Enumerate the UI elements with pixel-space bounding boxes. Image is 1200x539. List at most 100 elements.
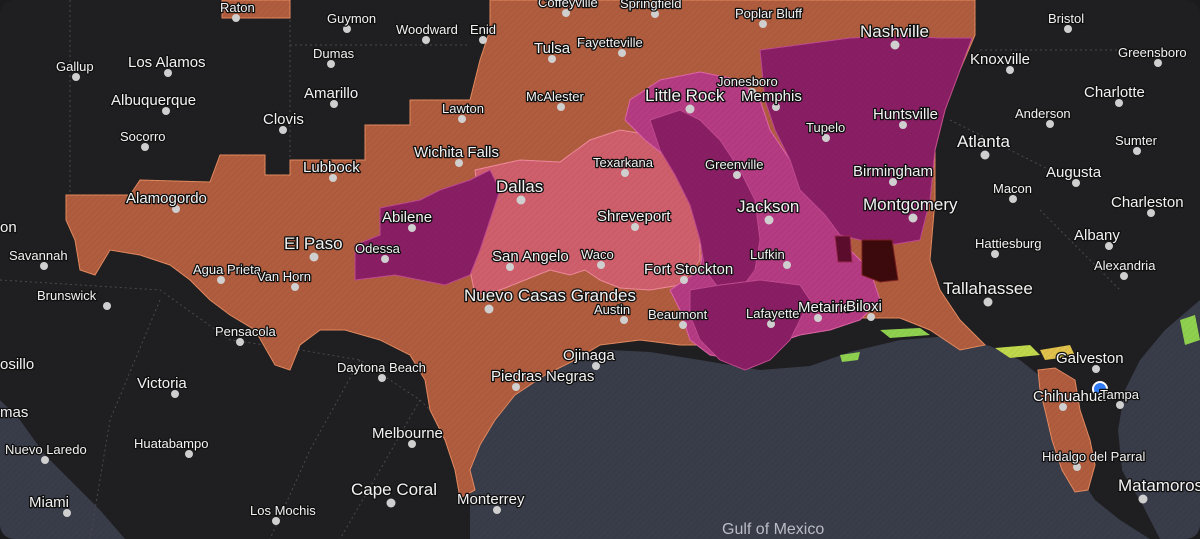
city-label: Fort Stockton xyxy=(644,261,733,278)
city-dot xyxy=(592,362,600,370)
city-labels: Raton Guymon Woodward Enid Coffeyville Spring… xyxy=(0,0,1200,525)
city-dot xyxy=(620,316,628,324)
city-dot xyxy=(1059,403,1067,411)
city-label: Amarillo xyxy=(304,85,358,102)
city-label: Miami xyxy=(29,494,69,511)
city-dot xyxy=(1120,272,1128,280)
city-dot xyxy=(309,252,319,262)
city-dot xyxy=(1006,66,1014,74)
city-label: Alamogordo xyxy=(126,190,207,207)
city-label: Huatabampo xyxy=(134,436,208,451)
city-dot xyxy=(983,297,993,307)
city-dot xyxy=(618,49,626,57)
city-label: Augusta xyxy=(1046,164,1102,181)
city-label: Texarkana xyxy=(593,155,654,170)
city-label: Monterrey xyxy=(457,491,525,508)
city-label: Bristol xyxy=(1048,11,1084,26)
city-label: Atlanta xyxy=(957,132,1010,151)
city-label: Gallup xyxy=(56,59,94,74)
city-dot xyxy=(621,169,629,177)
city-dot xyxy=(41,456,49,464)
city-label: Enid xyxy=(470,22,496,37)
city-label: Charlotte xyxy=(1084,84,1145,101)
city-dot xyxy=(512,383,520,391)
city-dot xyxy=(1116,401,1124,409)
city-label: Hattiesburg xyxy=(975,236,1041,251)
city-dot xyxy=(889,178,897,186)
city-label: Poplar Bluff xyxy=(735,6,802,21)
city-label: Beaumont xyxy=(648,307,708,322)
city-dot xyxy=(493,506,501,514)
city-label: Hidalgo del Parral xyxy=(1042,449,1145,464)
city-dot xyxy=(103,302,111,310)
city-dot xyxy=(40,262,48,270)
city-label: Agua Prieta xyxy=(193,262,262,277)
city-dot xyxy=(408,224,416,232)
city-dot xyxy=(1138,494,1148,504)
city-label: Piedras Negras xyxy=(491,368,594,385)
city-dot xyxy=(1092,365,1100,373)
city-label: San Angelo xyxy=(492,248,569,265)
city-dot xyxy=(772,103,780,111)
current-location-icon[interactable] xyxy=(1094,383,1106,395)
city-dot xyxy=(272,517,280,525)
city-dot xyxy=(171,390,179,398)
city-label: Montgomery xyxy=(863,195,958,214)
city-label: Albany xyxy=(1074,227,1120,244)
city-dot xyxy=(236,338,244,346)
city-label: Lufkin xyxy=(750,247,785,262)
city-dot xyxy=(908,213,918,223)
city-label: Knoxville xyxy=(970,51,1030,68)
city-label: Galveston xyxy=(1056,350,1124,367)
city-dot xyxy=(479,36,487,44)
city-label: Greenville xyxy=(705,157,764,172)
city-dot xyxy=(506,263,514,271)
city-label: Raton xyxy=(220,0,255,15)
city-dot xyxy=(1072,179,1080,187)
city-label: Dallas xyxy=(496,177,543,196)
city-dot xyxy=(327,60,335,68)
city-dot xyxy=(378,374,386,382)
city-label: Lubbock xyxy=(303,159,360,176)
city-dot xyxy=(651,10,659,18)
city-dot xyxy=(455,159,463,167)
city-label: Daytona Beach xyxy=(337,360,426,375)
city-dot xyxy=(164,69,172,77)
city-label: Matamoros xyxy=(1118,476,1200,495)
city-label: Coffeyville xyxy=(538,0,598,10)
city-label: El Paso xyxy=(284,234,343,253)
city-label: Tallahassee xyxy=(943,279,1033,298)
city-label: Cape Coral xyxy=(351,480,437,499)
city-dot xyxy=(814,314,822,322)
partial-city-label: osillo xyxy=(0,356,34,373)
city-label: Guymon xyxy=(327,11,376,26)
city-label: Birmingham xyxy=(853,163,933,180)
city-label: Savannah xyxy=(9,248,68,263)
city-dot xyxy=(685,104,695,114)
city-label: Odessa xyxy=(355,241,401,256)
city-label: Memphis xyxy=(741,88,802,105)
city-dot xyxy=(72,73,80,81)
city-label: Tupelo xyxy=(806,120,845,135)
city-dot xyxy=(783,261,791,269)
partial-city-label: on xyxy=(0,219,17,236)
city-dot xyxy=(291,283,299,291)
city-dot xyxy=(548,55,556,63)
partial-city-label: mas xyxy=(0,404,28,421)
city-label: Anderson xyxy=(1015,106,1071,121)
city-dot xyxy=(680,276,688,284)
city-label: Lafayette xyxy=(746,306,800,321)
city-label: Victoria xyxy=(137,375,187,392)
city-label: Biloxi xyxy=(846,298,882,315)
city-dot xyxy=(63,509,71,517)
city-label: Huntsville xyxy=(873,106,938,123)
city-label: Nuevo Laredo xyxy=(5,442,87,457)
city-dot xyxy=(991,250,999,258)
city-dot xyxy=(767,320,775,328)
city-label: Shreveport xyxy=(597,208,671,225)
city-label: Little Rock xyxy=(645,86,725,105)
city-dot xyxy=(733,171,741,179)
city-label: Dumas xyxy=(313,46,355,61)
